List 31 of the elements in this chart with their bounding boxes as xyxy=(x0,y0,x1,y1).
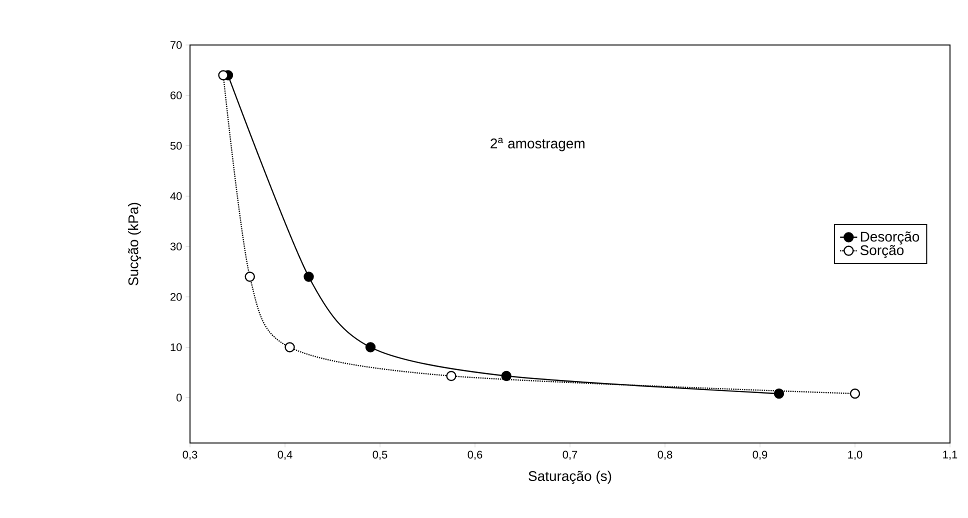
x-tick-label: 1,1 xyxy=(943,450,958,460)
x-tick-label: 0,6 xyxy=(468,450,482,460)
y-axis-title: Sucção (kPa) xyxy=(128,202,142,286)
point xyxy=(850,388,860,399)
point xyxy=(365,342,376,352)
point xyxy=(218,70,228,80)
x-tick-label: 1,0 xyxy=(848,450,862,460)
point xyxy=(284,342,295,352)
y-tick-label: 30 xyxy=(170,242,182,250)
x-axis-title: Saturação (s) xyxy=(528,470,612,484)
y-tick-label: 10 xyxy=(170,343,182,352)
y-tick-label: 70 xyxy=(170,41,182,49)
point xyxy=(304,272,314,282)
y-tick-label: 0 xyxy=(176,394,182,402)
point xyxy=(446,370,456,382)
x-tick-label: 0,9 xyxy=(752,450,768,460)
x-tick-label: 0,3 xyxy=(182,450,198,460)
x-tick-label: 0,8 xyxy=(658,450,672,460)
point xyxy=(501,370,512,382)
point xyxy=(774,388,784,399)
y-tick-label: 60 xyxy=(170,91,182,100)
y-tick-label: 20 xyxy=(170,293,182,301)
legend-label: Desorção xyxy=(860,231,920,244)
point xyxy=(244,272,255,282)
x-tick-label: 0,5 xyxy=(372,450,388,460)
y-tick-label: 40 xyxy=(170,192,182,200)
annotation: 2$^{a}$ amostragem xyxy=(490,138,584,152)
x-tick-label: 0,7 xyxy=(562,450,578,460)
legend-label: Sorção xyxy=(860,244,904,258)
y-tick-label: 50 xyxy=(170,142,182,150)
x-tick-label: 0,4 xyxy=(278,450,292,460)
